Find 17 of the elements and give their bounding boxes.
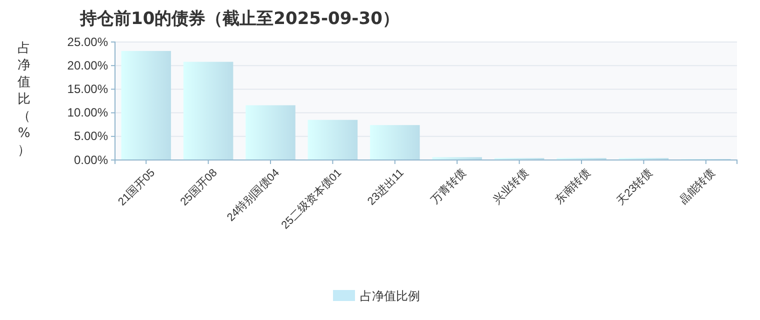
chart-title: 持仓前10的债券（截止至2025-09-30） [79,9,400,29]
x-tick-label: 东南转债 [552,166,593,207]
x-tick-label: 天23转债 [614,166,656,208]
y-tick-label: 15.00% [67,82,108,96]
y-tick-label: 0.00% [74,152,108,167]
y-tick-label: 5.00% [74,129,108,144]
legend-label: 占净值比例 [360,289,420,303]
x-tick-label: 23进出11 [364,166,406,208]
y-tick-label: 25.00% [67,34,108,49]
x-tick-label: 21国开05 [116,166,158,208]
y-axis-title: 占净值比（%） [18,41,30,158]
y-tick-label: 10.00% [67,106,108,120]
x-tick-label: 25国开08 [178,166,220,208]
x-tick-label: 晶能转债 [677,166,718,207]
x-tick-label: 万青转债 [428,166,469,207]
y-tick-label: 20.00% [67,58,108,72]
x-tick-label: 兴业转债 [490,166,531,207]
